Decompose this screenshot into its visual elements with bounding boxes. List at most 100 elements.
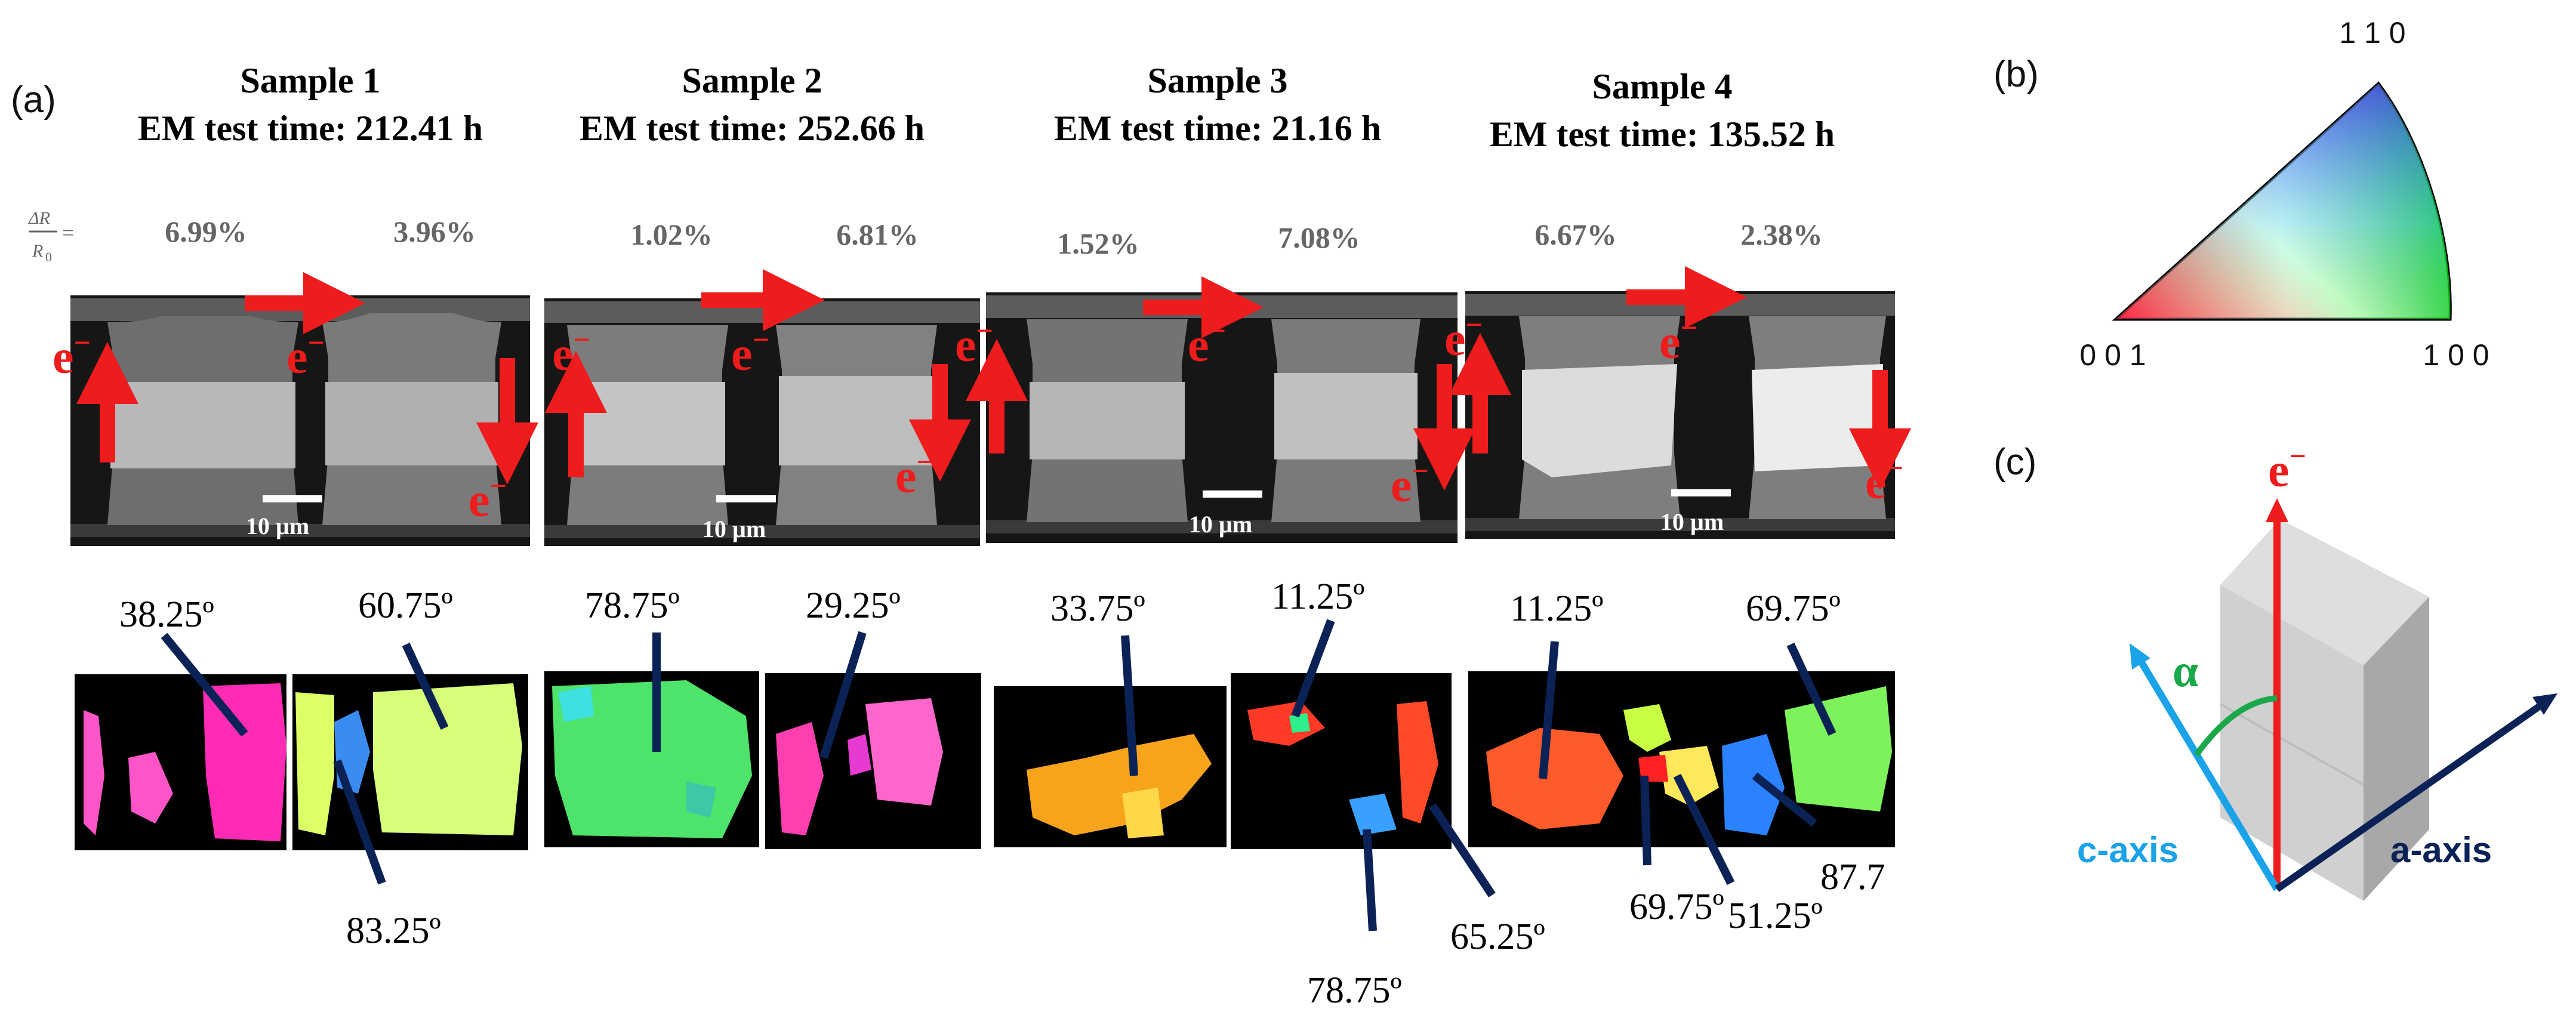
angle-label: 87.7	[1820, 857, 1885, 897]
sem-bottom-layer	[1465, 518, 1895, 531]
a-axis-label: a-axis	[2390, 830, 2492, 870]
scale-bar-label: 10 µm	[246, 513, 309, 539]
electron-label: e−	[1188, 314, 1226, 372]
sample-4-left-pct: 6.67%	[1534, 218, 1617, 251]
scale-bar	[716, 495, 776, 502]
a-axis-line	[2275, 701, 2545, 892]
formula-denominator: R	[32, 241, 43, 261]
electron-label: e−	[286, 326, 325, 384]
pointer-line	[1291, 619, 1335, 718]
angle-label: 29.25º	[806, 585, 901, 626]
electron-label: e−	[731, 323, 769, 381]
ipf-color-key: 1 1 0 0 0 1 1 0 0	[2079, 16, 2489, 372]
pointer-line	[402, 643, 449, 730]
sample-3: Sample 3 EM test time: 21.16 h 1.52% 7.0…	[986, 61, 1545, 1011]
sample-2-test-time: EM test time: 252.66 h	[580, 109, 925, 148]
imc-layer-right	[779, 376, 934, 465]
crystal-front-face	[2220, 585, 2364, 901]
formula-numerator: ΔR	[28, 208, 50, 228]
angle-label: 11.25º	[1510, 588, 1603, 629]
c-axis-label: c-axis	[2077, 830, 2178, 870]
alpha-angle-arc	[2193, 695, 2278, 757]
pointer-line	[1640, 775, 1651, 866]
imc-layer-left	[1522, 364, 1677, 477]
sample-2-angle-labels: 78.75º 29.25º	[585, 585, 901, 760]
pointer-line	[1429, 803, 1496, 897]
crystal-edge-line	[2220, 703, 2364, 786]
sample-1-test-time: EM test time: 212.41 h	[138, 109, 483, 148]
sample-1-angle-labels: 38.25º 60.75º 83.25º	[119, 585, 453, 951]
a-axis-arrowhead	[2532, 693, 2557, 715]
grain-yellow-green-2	[373, 683, 522, 835]
sample-3-angle-labels: 33.75º 11.25º 78.75º 65.25º	[1050, 576, 1545, 1011]
grain-green-1	[1289, 713, 1310, 733]
crystal-electron-label: e−	[2268, 439, 2306, 497]
electron-label: e−	[1659, 311, 1697, 369]
grain-yellow-green-1	[295, 692, 334, 835]
pointer-line	[333, 759, 386, 885]
grain-pink-1	[776, 722, 824, 835]
electron-label: e−	[955, 314, 993, 372]
grain-magenta-1	[848, 734, 871, 776]
sample-4-test-time: EM test time: 135.52 h	[1490, 115, 1835, 154]
formula-subscript: 0	[45, 249, 52, 264]
electron-label: e−	[1865, 451, 1903, 509]
scale-bar	[263, 495, 322, 502]
c-axis-arrowhead	[2130, 643, 2150, 669]
grain-yellow-1	[1122, 788, 1164, 838]
grain-green-1	[1785, 686, 1892, 812]
sem-bottom-layer	[544, 525, 980, 538]
imc-layer-left	[1030, 382, 1185, 459]
angle-label: 78.75º	[1307, 970, 1402, 1011]
grain-yellow-1	[1659, 746, 1719, 806]
pointer-line	[1752, 772, 1817, 827]
angle-label: 69.75º	[1629, 887, 1724, 927]
scale-bar-label: 10 µm	[1660, 508, 1724, 535]
ipf-overlay-blue	[2116, 84, 2451, 319]
grain-teal-1	[686, 782, 716, 817]
panel-label-b: (b)	[1993, 54, 2039, 95]
sample-2-right-pct: 6.81%	[836, 218, 919, 251]
pointer-line	[161, 632, 248, 737]
sem-bottom-layer	[986, 520, 1458, 533]
sem-bottom-layer	[70, 524, 530, 537]
sample-1-ebsd-image	[75, 674, 528, 850]
angle-label: 83.25º	[346, 911, 441, 951]
grain-cyan-1	[558, 686, 594, 722]
angle-label: 69.75º	[1746, 588, 1841, 629]
angle-label: 33.75º	[1050, 588, 1145, 629]
electron-label: e−	[552, 323, 590, 381]
grain-yellow-green-1	[1623, 704, 1671, 752]
ipf-label-100: 1 0 0	[2423, 338, 2489, 372]
angle-label: 38.25º	[119, 594, 214, 635]
sample-2: Sample 2 EM test time: 252.66 h 1.02% 6.…	[544, 61, 981, 849]
angle-label: 60.75º	[358, 585, 453, 626]
scale-bar	[1203, 490, 1262, 498]
electron-label: e−	[53, 326, 91, 384]
resistance-change-formula: ΔR R 0 =	[28, 208, 74, 264]
imc-layer-right	[1752, 364, 1883, 471]
electron-label: e−	[469, 469, 507, 527]
sample-1-left-pct: 6.99%	[165, 215, 247, 248]
scale-bar-label: 10 µm	[702, 516, 766, 542]
grain-red-2	[1397, 701, 1438, 823]
pointer-line	[1121, 635, 1138, 776]
angle-label: 11.25º	[1271, 576, 1364, 617]
electron-label: e−	[1391, 454, 1429, 512]
grain-pink-1	[84, 710, 104, 835]
ipf-label-001: 0 0 1	[2079, 338, 2146, 372]
sample-3-right-pct: 7.08%	[1278, 221, 1360, 254]
crystal-orientation-diagram: e− c-axis a-axis α	[2077, 439, 2557, 901]
sample-4-ebsd-image	[1468, 671, 1895, 847]
angle-label: 65.25º	[1450, 917, 1545, 957]
sample-4-title: Sample 4	[1592, 67, 1732, 106]
electron-label: e−	[1444, 308, 1483, 366]
imc-layer-right	[325, 382, 498, 465]
electron-labels: e− e− e− e− e− e− e− e− e− e− e− e−	[53, 308, 1903, 527]
imc-layer-left	[110, 382, 295, 468]
grain-blue-1	[1349, 794, 1397, 835]
grain-magenta-1	[203, 683, 286, 841]
panel-label-a: (a)	[11, 79, 56, 121]
grain-orange-1	[1027, 734, 1212, 835]
panel-label-c: (c)	[1993, 442, 2036, 483]
